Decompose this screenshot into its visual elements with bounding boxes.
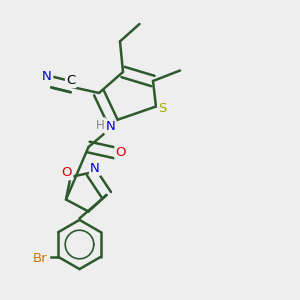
- Text: O: O: [62, 166, 72, 179]
- Text: N: N: [90, 161, 100, 175]
- Text: H: H: [96, 118, 105, 132]
- Text: S: S: [158, 101, 167, 115]
- Text: N: N: [106, 120, 115, 134]
- Text: C: C: [66, 74, 75, 87]
- Text: Br: Br: [33, 252, 48, 265]
- Text: O: O: [116, 146, 126, 160]
- Text: N: N: [42, 70, 52, 83]
